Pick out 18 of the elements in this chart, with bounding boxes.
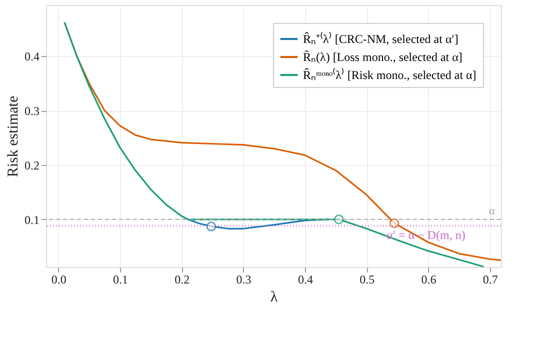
- x-tick-label: 0.6: [421, 272, 436, 286]
- legend-label: R̂ₙᵐᵒⁿᵒ⁽λ⁾ [Risk mono., selected at α]: [303, 68, 476, 82]
- y-tick-label: 0.4: [24, 50, 40, 64]
- y-tick-label: 0.3: [24, 104, 40, 118]
- legend-label: R̃ₙ(λ) [Loss mono., selected at α]: [303, 50, 462, 64]
- y-tick-label: 0.2: [24, 158, 40, 172]
- ref-line-label: α: [488, 203, 496, 218]
- y-axis-title: Risk estimate: [6, 96, 22, 178]
- x-tick-label: 0.3: [236, 272, 252, 286]
- x-tick-label: 0.2: [174, 272, 190, 286]
- x-tick-label: 0.0: [51, 272, 66, 286]
- x-tick-label: 0.1: [112, 272, 128, 286]
- y-tick-label: 0.1: [24, 212, 40, 227]
- x-tick-label: 0.7: [482, 272, 498, 286]
- legend-label: R̂ₙ⁺⁽λ⁾ [CRC-NM, selected at α′]: [303, 32, 458, 46]
- x-tick-label: 0.4: [298, 272, 313, 286]
- x-tick-label: 0.5: [360, 272, 375, 286]
- x-axis-title: λ: [270, 290, 278, 306]
